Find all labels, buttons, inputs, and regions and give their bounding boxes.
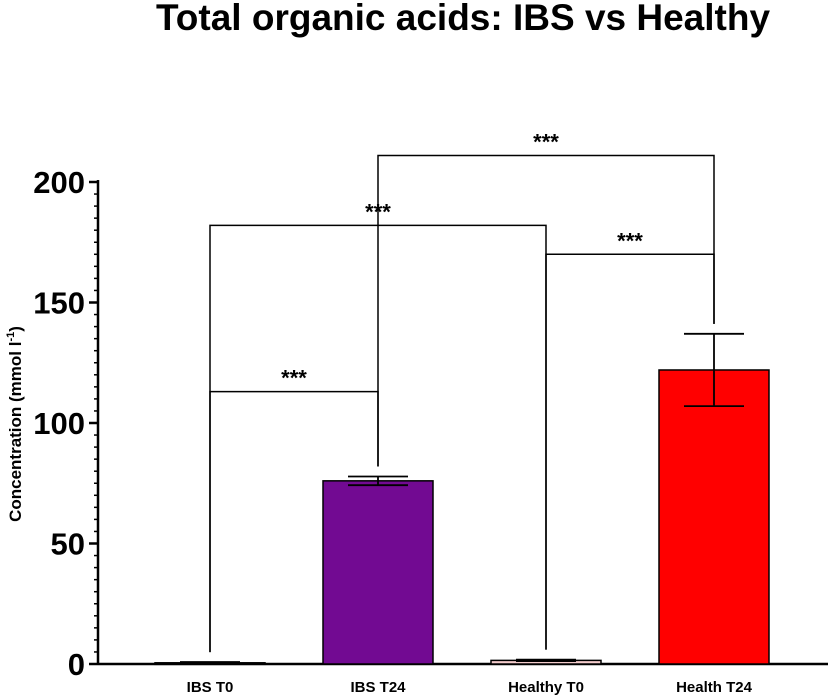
y-tick-label: 0 xyxy=(68,647,85,682)
bar xyxy=(659,370,769,664)
significance-label: *** xyxy=(281,366,307,391)
y-axis-title-superscript: -1 xyxy=(5,332,17,342)
y-tick-label: 100 xyxy=(33,406,85,441)
y-axis-title-main: Concentration (mmol l xyxy=(6,342,25,522)
bar xyxy=(323,481,433,664)
y-tick-label: 150 xyxy=(33,286,85,321)
y-axis-title: Concentration (mmol l-1) xyxy=(5,326,25,522)
significance-brackets: ************ xyxy=(210,129,714,652)
x-category-labels: IBS T0 IBS T24 Healthy T0 Health T24 xyxy=(187,679,753,696)
significance-label: *** xyxy=(533,129,559,154)
y-axis-title-end: ) xyxy=(6,326,25,332)
x-category-label: Health T24 xyxy=(676,679,753,696)
y-tick-label: 50 xyxy=(51,527,85,562)
x-category-label: IBS T0 xyxy=(187,679,234,696)
y-tick-labels: 0 50 100 150 200 xyxy=(33,165,85,682)
chart-title: Total organic acids: IBS vs Healthy xyxy=(156,0,771,38)
significance-label: *** xyxy=(617,228,643,253)
x-category-label: Healthy T0 xyxy=(508,679,584,696)
bars xyxy=(155,370,769,664)
x-category-label: IBS T24 xyxy=(350,679,406,696)
y-tick-label: 200 xyxy=(33,165,85,200)
